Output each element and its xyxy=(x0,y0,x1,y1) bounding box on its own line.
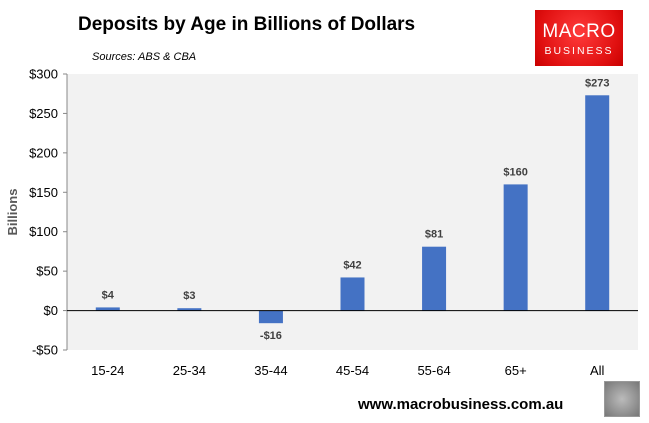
y-tick-label: -$50 xyxy=(32,343,58,358)
data-label: $3 xyxy=(183,290,195,302)
bar-55-64 xyxy=(422,246,447,311)
macrobusiness-logo: MACRO BUSINESS xyxy=(535,10,623,66)
data-label: -$16 xyxy=(260,330,282,342)
logo-line2: BUSINESS xyxy=(544,45,614,57)
wolf-logo-icon xyxy=(604,381,640,417)
website-url: www.macrobusiness.com.au xyxy=(358,396,564,413)
x-tick-label: 35-44 xyxy=(254,363,287,378)
data-label: $42 xyxy=(343,259,361,271)
y-tick-label: $150 xyxy=(29,185,58,200)
bar-15-24 xyxy=(95,307,120,311)
bar-25-34 xyxy=(177,308,202,311)
bar-All xyxy=(585,95,610,311)
data-label: $160 xyxy=(503,166,527,178)
x-tick-label: 25-34 xyxy=(173,363,206,378)
logo-line1: MACRO xyxy=(542,21,616,42)
data-label: $273 xyxy=(585,77,609,89)
y-tick-label: $250 xyxy=(29,106,58,121)
chart-title: Deposits by Age in Billions of Dollars xyxy=(78,14,416,35)
bar-65+ xyxy=(503,184,528,311)
x-tick-label: All xyxy=(590,363,605,378)
x-tick-label: 45-54 xyxy=(336,363,369,378)
x-tick-label: 65+ xyxy=(505,363,527,378)
y-axis-label: Billions xyxy=(5,189,20,236)
y-tick-label: $50 xyxy=(36,264,58,279)
x-tick-label: 15-24 xyxy=(91,363,124,378)
y-tick-label: $100 xyxy=(29,224,58,239)
bar-45-54 xyxy=(340,277,365,311)
y-tick-label: $300 xyxy=(29,67,58,82)
bar-35-44 xyxy=(258,310,283,324)
y-tick-label: $200 xyxy=(29,145,58,160)
y-tick-label: $0 xyxy=(44,303,58,318)
chart-subtitle: Sources: ABS & CBA xyxy=(92,51,197,63)
x-tick-label: 55-64 xyxy=(417,363,450,378)
data-label: $4 xyxy=(102,289,115,301)
data-label: $81 xyxy=(425,229,443,241)
